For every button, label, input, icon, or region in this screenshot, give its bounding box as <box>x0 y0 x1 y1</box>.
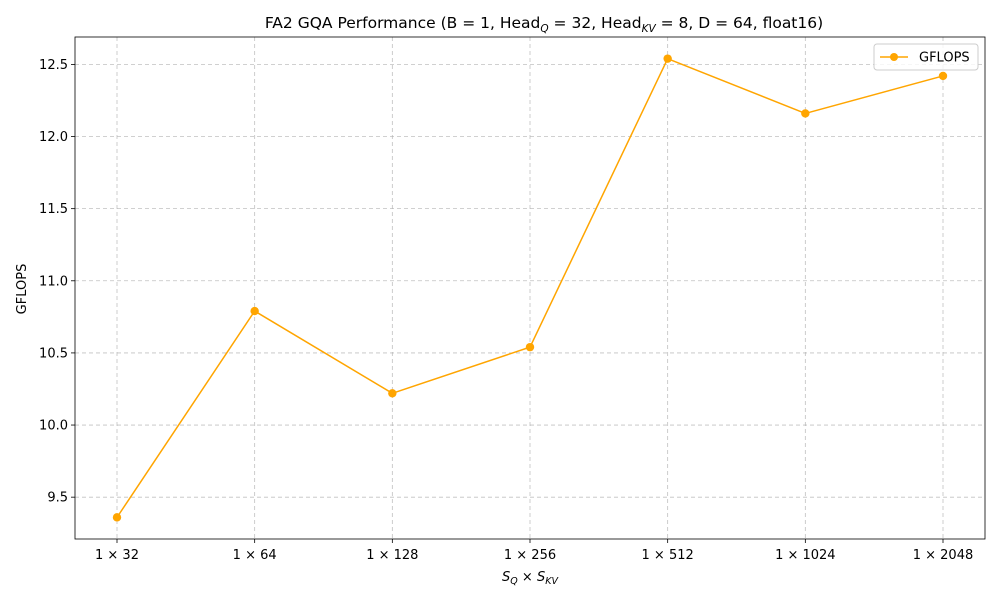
data-point <box>388 389 397 398</box>
data-point <box>112 513 122 522</box>
data-point <box>250 306 259 316</box>
y-tick-label: 11.0 <box>39 274 68 289</box>
chart-title: FA2 GQA Performance (B = 1, HeadQ = 32, … <box>265 14 823 35</box>
y-tick-label: 10.5 <box>39 346 68 361</box>
x-tick-label: 1 × 1024 <box>775 548 836 563</box>
data-point <box>525 342 535 352</box>
y-tick-label: 12.0 <box>39 130 68 145</box>
y-tick-label: 10.0 <box>39 419 68 434</box>
data-point <box>663 54 672 63</box>
data-point <box>938 71 948 81</box>
y-tick-label: 9.5 <box>47 491 68 506</box>
series-layer <box>112 54 948 522</box>
x-tick-label: 1 × 256 <box>504 548 556 563</box>
legend-box <box>873 43 979 71</box>
x-tick-label: 1 × 128 <box>366 548 418 563</box>
plot-frame <box>74 36 986 540</box>
series-line <box>116 57 944 518</box>
x-tick-label: 1 × 64 <box>233 548 277 563</box>
x-tick-label: 1 × 2048 <box>913 548 974 563</box>
y-tick-label: 12.5 <box>39 58 68 73</box>
legend-entry-label: GFLOPS <box>919 51 970 66</box>
grid-lines <box>75 37 985 539</box>
legend: GFLOPS <box>873 43 979 71</box>
axis-ticks: 1 × 32 1 × 64 1 × 128 1 × 256 1 × 512 1 × 102… <box>39 58 973 563</box>
legend-marker-swatch <box>890 53 898 61</box>
data-point <box>801 109 810 118</box>
x-tick-label: 1 × 32 <box>95 548 139 563</box>
y-tick-label: 11.5 <box>39 202 68 217</box>
x-axis-label: SQ × SKV <box>502 570 559 587</box>
axes-frame <box>74 36 986 540</box>
x-tick-label: 1 × 512 <box>642 548 694 563</box>
y-axis-label: GFLOPS <box>15 264 30 315</box>
